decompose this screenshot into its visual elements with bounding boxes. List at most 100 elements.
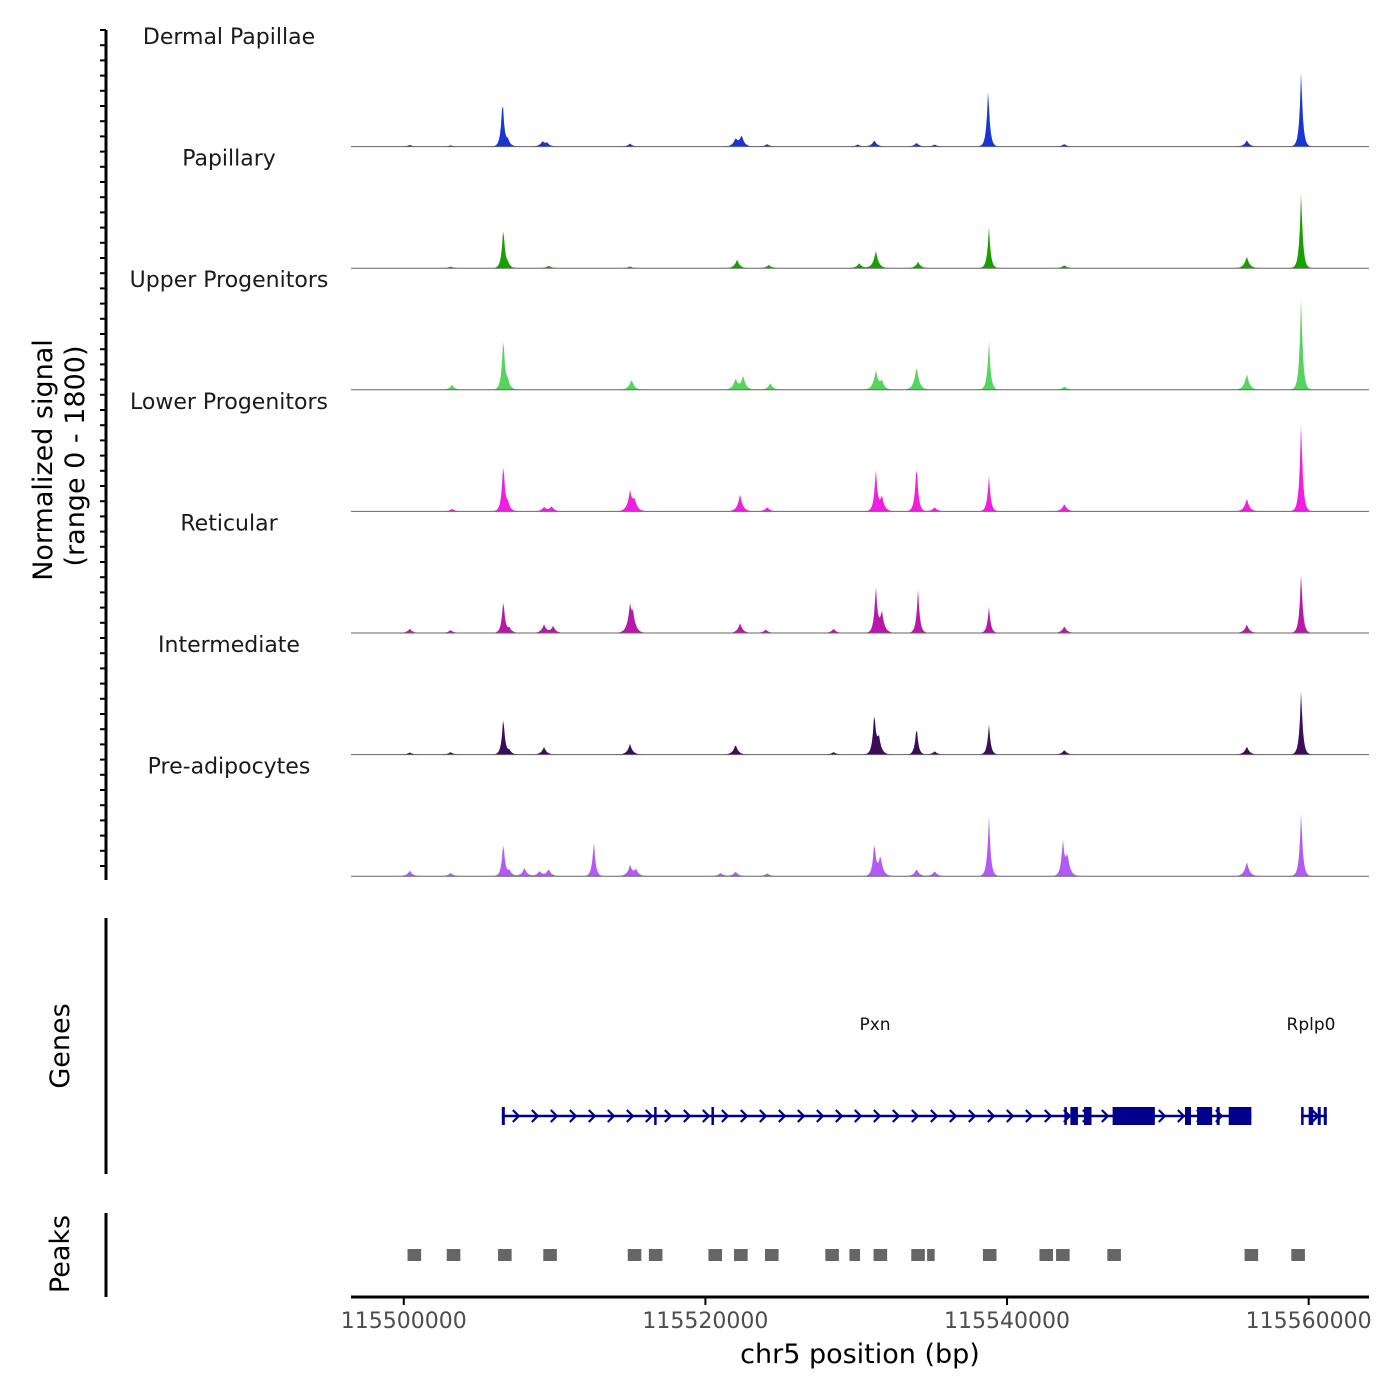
- peak-region: [764, 1249, 779, 1261]
- x-axis-title: chr5 position (bp): [740, 1339, 980, 1370]
- peak-region: [648, 1249, 663, 1261]
- peak-region: [734, 1249, 748, 1261]
- gene-exon: [1323, 1107, 1327, 1125]
- x-axis: 115500000 115520000 115540000 115560000: [341, 1297, 1372, 1334]
- track-label: Pre-adipocytes: [148, 755, 311, 780]
- peak-region: [911, 1249, 925, 1261]
- gene-exon: [1197, 1107, 1213, 1125]
- signal-area: [351, 194, 1369, 269]
- strand-arrow: [702, 1109, 711, 1123]
- strand-arrow: [1006, 1109, 1015, 1123]
- peak-region: [873, 1249, 888, 1261]
- signal-axis-ticks: [100, 29, 106, 867]
- gene-exon: [711, 1107, 714, 1125]
- peak-region: [1056, 1249, 1070, 1261]
- signal-track: Intermediate: [158, 633, 1369, 756]
- peaks-panel-label: Peaks: [45, 1215, 76, 1293]
- strand-arrow: [797, 1109, 806, 1123]
- peak-region: [825, 1249, 839, 1261]
- strand-arrow: [892, 1109, 901, 1123]
- peak-region: [1039, 1249, 1054, 1261]
- strand-arrow: [930, 1109, 939, 1123]
- x-tick-label: 115560000: [1246, 1309, 1372, 1334]
- peak-region: [498, 1249, 512, 1261]
- strand-arrow: [911, 1109, 920, 1123]
- strand-arrow: [1158, 1109, 1167, 1123]
- gene-exon: [1301, 1107, 1304, 1125]
- strand-arrow: [816, 1109, 825, 1123]
- gene-exon: [1083, 1107, 1092, 1125]
- strand-arrow: [949, 1109, 958, 1123]
- strand-arrow: [664, 1109, 673, 1123]
- strand-arrow: [531, 1109, 540, 1123]
- gene-label: Rplp0: [1287, 1015, 1336, 1035]
- gene-track: Pxn Rplp0: [501, 1015, 1336, 1125]
- x-tick-label: 115520000: [642, 1309, 768, 1334]
- strand-arrow: [987, 1109, 996, 1123]
- strand-arrow: [607, 1109, 616, 1123]
- peak-region: [1107, 1249, 1121, 1261]
- strand-arrow: [588, 1109, 597, 1123]
- strand-arrow: [968, 1109, 977, 1123]
- peak-region: [407, 1249, 422, 1261]
- gene-label: Pxn: [859, 1015, 890, 1035]
- genes-panel-label: Genes: [45, 1003, 76, 1088]
- strand-arrow: [873, 1109, 882, 1123]
- strand-arrow: [1101, 1109, 1110, 1123]
- peak-track: [407, 1249, 1305, 1261]
- gene-exon: [1216, 1107, 1220, 1125]
- track-label: Reticular: [180, 511, 278, 536]
- track-label: Dermal Papillae: [143, 25, 315, 50]
- strand-arrow: [645, 1109, 654, 1123]
- peak-region: [708, 1249, 723, 1261]
- gene-exon: [501, 1107, 505, 1125]
- signal-track: Lower Progenitors: [130, 390, 1369, 512]
- signal-area: [351, 574, 1369, 633]
- strand-arrow: [569, 1109, 578, 1123]
- signal-track: Upper Progenitors: [130, 268, 1369, 391]
- strand-arrow: [1177, 1109, 1186, 1123]
- gene-exon: [1317, 1107, 1321, 1125]
- strand-arrow: [721, 1109, 730, 1123]
- peak-region: [1244, 1249, 1259, 1261]
- strand-arrow: [626, 1109, 635, 1123]
- track-label: Lower Progenitors: [130, 390, 328, 415]
- gene-exon: [654, 1107, 657, 1125]
- strand-arrow: [835, 1109, 844, 1123]
- peak-region: [543, 1249, 557, 1261]
- track-label: Papillary: [182, 147, 276, 172]
- strand-arrow: [854, 1109, 863, 1123]
- signal-track: Papillary: [182, 147, 1369, 269]
- signal-axis: [100, 29, 108, 880]
- x-tick-label: 115500000: [341, 1309, 467, 1334]
- signal-area: [351, 691, 1369, 755]
- strand-arrow: [778, 1109, 787, 1123]
- peak-region: [849, 1249, 860, 1261]
- signal-area: [351, 813, 1369, 877]
- gene-model: Rplp0: [1287, 1015, 1336, 1125]
- gene-exon: [1308, 1107, 1314, 1125]
- strand-arrow: [759, 1109, 768, 1123]
- peak-region: [1291, 1249, 1305, 1261]
- peak-region: [927, 1249, 935, 1261]
- signal-area: [351, 72, 1369, 147]
- signal-axis-label: Normalized signal: [28, 339, 59, 581]
- signal-track: Reticular: [180, 511, 1369, 634]
- track-label: Intermediate: [158, 633, 300, 658]
- signal-tracks: Dermal Papillae Papillary Upper Progenitor…: [130, 25, 1369, 877]
- gene-exon: [1070, 1107, 1078, 1125]
- x-tick-label: 115540000: [944, 1309, 1070, 1334]
- peak-region: [446, 1249, 461, 1261]
- peak-region: [627, 1249, 642, 1261]
- peak-region: [982, 1249, 997, 1261]
- strand-arrow: [1025, 1109, 1034, 1123]
- strand-arrow: [683, 1109, 692, 1123]
- signal-area: [351, 299, 1369, 390]
- gene-exon: [1112, 1107, 1155, 1125]
- track-label: Upper Progenitors: [130, 268, 329, 293]
- signal-track: Dermal Papillae: [143, 25, 1369, 148]
- strand-arrow: [512, 1109, 521, 1123]
- strand-arrow: [740, 1109, 749, 1123]
- strand-arrow: [1044, 1109, 1053, 1123]
